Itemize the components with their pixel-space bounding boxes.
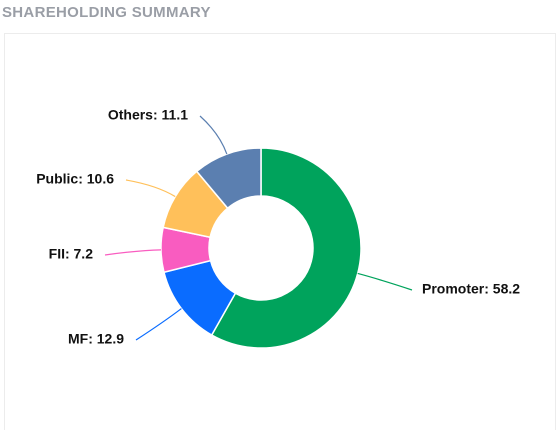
data-label: Others: 11.1	[108, 107, 188, 123]
leader-line	[199, 115, 228, 155]
chart-panel	[4, 33, 556, 430]
donut-slice	[195, 147, 262, 210]
leader-line	[125, 179, 176, 198]
leader-line	[104, 249, 162, 256]
data-label: Public: 10.6	[36, 171, 114, 187]
section-title: SHAREHOLDING SUMMARY	[2, 4, 211, 21]
donut-slice	[210, 147, 362, 349]
leader-line	[135, 308, 182, 341]
data-label: FII: 7.2	[49, 246, 94, 262]
data-label: Promoter: 58.2	[422, 281, 520, 297]
data-label: MF: 12.9	[68, 331, 124, 347]
leader-line	[357, 272, 413, 291]
